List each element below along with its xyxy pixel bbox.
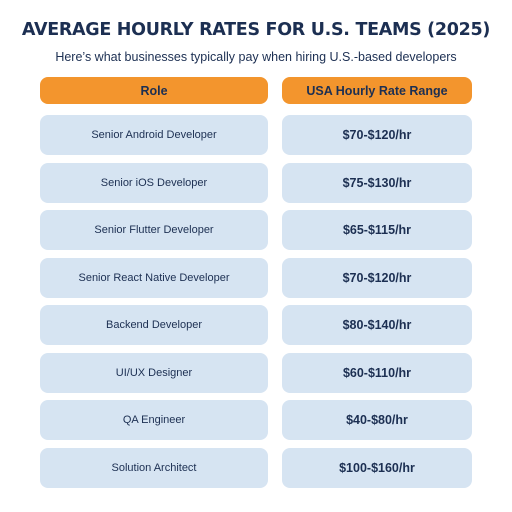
row-rate-cell: $75-$130/hr: [282, 163, 472, 203]
row-role-cell: Solution Architect: [40, 448, 268, 488]
row-role-cell: Senior iOS Developer: [40, 163, 268, 203]
column-header-role: Role: [40, 77, 268, 104]
column-header-rate: USA Hourly Rate Range: [282, 77, 472, 104]
row-role-cell: Senior Flutter Developer: [40, 210, 268, 250]
page-subtitle: Here’s what businesses typically pay whe…: [55, 50, 457, 64]
row-rate-cell: $40-$80/hr: [282, 400, 472, 440]
row-rate-cell: $70-$120/hr: [282, 258, 472, 298]
row-role-cell: Senior React Native Developer: [40, 258, 268, 298]
row-rate-cell: $80-$140/hr: [282, 305, 472, 345]
row-rate-cell: $100-$160/hr: [282, 448, 472, 488]
row-role-cell: Backend Developer: [40, 305, 268, 345]
row-role-cell: Senior Android Developer: [40, 115, 268, 155]
row-rate-cell: $60-$110/hr: [282, 353, 472, 393]
row-role-cell: UI/UX Designer: [40, 353, 268, 393]
row-rate-cell: $70-$120/hr: [282, 115, 472, 155]
row-role-cell: QA Engineer: [40, 400, 268, 440]
page-title: AVERAGE HOURLY RATES FOR U.S. TEAMS (202…: [21, 20, 491, 40]
row-rate-cell: $65-$115/hr: [282, 210, 472, 250]
